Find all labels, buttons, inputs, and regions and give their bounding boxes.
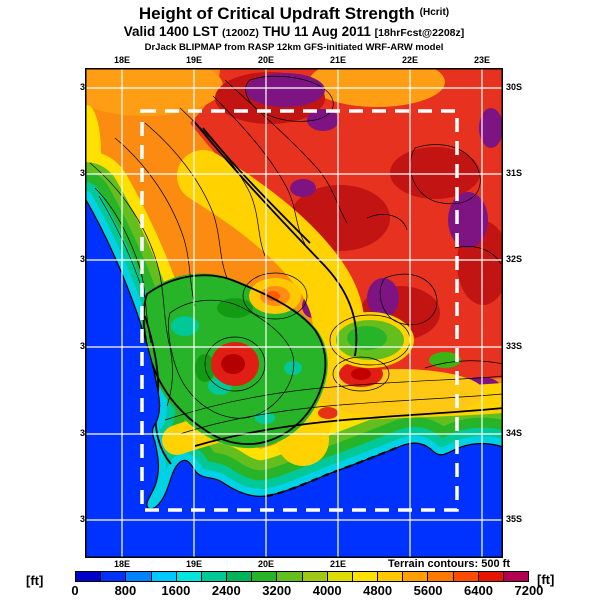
page-title: Height of Critical Updraft Strength (Hcri… xyxy=(0,4,588,24)
lon-label-bottom: 21E xyxy=(329,559,346,569)
lat-label-right: 31S xyxy=(506,168,523,178)
colorbar-tick-label: 7200 xyxy=(514,583,544,598)
model-caption: DrJack BLIPMAP from RASP 12km GFS-initia… xyxy=(144,42,444,53)
colorbar xyxy=(75,571,529,582)
lat-label-right: 30S xyxy=(506,82,523,92)
lon-label-bottom: 18E xyxy=(113,559,130,569)
lon-label-top: 18E xyxy=(113,55,130,65)
lon-label-top: 20E xyxy=(257,55,274,65)
colorbar-tick-label: 5600 xyxy=(413,583,443,598)
colorbar-unit-right: [ft] xyxy=(537,572,555,587)
colorbar-segment xyxy=(403,572,429,581)
colorbar-segment xyxy=(302,572,328,581)
colorbar-segment xyxy=(453,572,479,581)
colorbar-segment xyxy=(327,572,353,581)
title-text: Height of Critical Updraft Strength xyxy=(138,4,415,23)
lon-label-top: 22E xyxy=(401,55,418,65)
colorbar-segment xyxy=(126,572,152,581)
colorbar-tick-label: 1600 xyxy=(161,583,191,598)
title-unit: (Hcrit) xyxy=(419,7,450,18)
valid-date: THU 11 Aug 2011 xyxy=(262,24,371,39)
colorbar-tick-label: 2400 xyxy=(211,583,241,598)
lat-label-right: 32S xyxy=(506,254,523,264)
model-domain-box xyxy=(140,109,459,512)
lon-label-top: 23E xyxy=(473,55,490,65)
colorbar-tick-label: 4800 xyxy=(363,583,393,598)
colorbar-segment xyxy=(151,572,177,581)
colorbar-segment xyxy=(201,572,228,581)
colorbar-segment xyxy=(277,572,303,581)
colorbar-tick-label: 0 xyxy=(71,583,79,598)
colorbar-segment xyxy=(252,572,278,581)
colorbar-unit-left: [ft] xyxy=(26,573,44,588)
coastline xyxy=(85,197,503,510)
lon-label-top: 21E xyxy=(329,55,346,65)
forecast-map xyxy=(85,68,503,558)
colorbar-segment xyxy=(227,572,253,581)
valid-forecast-tag: [18hrFcst@2208z] xyxy=(374,27,465,39)
lon-label-bottom: 19E xyxy=(185,559,202,569)
valid-time-line: Valid 1400 LST (1200Z) THU 11 Aug 2011 [… xyxy=(0,24,588,39)
lat-label-right: 33S xyxy=(506,341,523,351)
colorbar-segment xyxy=(478,572,504,581)
colorbar-segment xyxy=(101,572,127,581)
valid-zulu: (1200Z) xyxy=(222,27,259,39)
map-border xyxy=(85,68,503,558)
lon-label-top: 19E xyxy=(185,55,202,65)
colorbar-segment xyxy=(352,572,379,581)
colorbar-tick-label: 4000 xyxy=(312,583,342,598)
terrain-contour-note: Terrain contours: 500 ft xyxy=(387,558,510,570)
lon-label-bottom: 20E xyxy=(257,559,274,569)
colorbar-tick-label: 6400 xyxy=(464,583,493,598)
lat-label-right: 35S xyxy=(506,514,523,524)
colorbar-segment xyxy=(176,572,202,581)
colorbar-segment xyxy=(76,572,102,581)
colorbar-segment xyxy=(428,572,454,581)
lat-label-right: 34S xyxy=(506,428,523,438)
valid-prefix: Valid 1400 LST xyxy=(123,24,219,39)
colorbar-segment xyxy=(378,572,404,581)
colorbar-tick-label: 3200 xyxy=(262,583,292,598)
graticule xyxy=(85,68,503,558)
colorbar-segment xyxy=(503,572,529,581)
colorbar-tick-label: 800 xyxy=(114,583,137,598)
